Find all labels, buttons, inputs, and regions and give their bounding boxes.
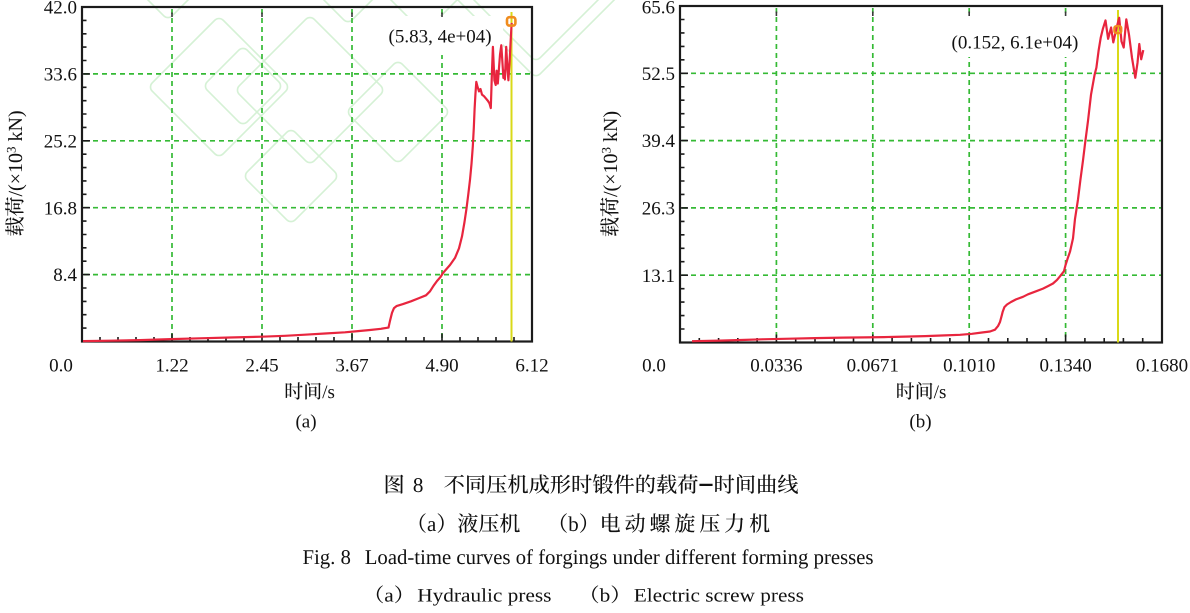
svg-text:0.0671: 0.0671 (847, 356, 899, 377)
svg-text:16.8: 16.8 (44, 198, 77, 219)
svg-text:1.22: 1.22 (155, 356, 188, 377)
svg-text:65.6: 65.6 (642, 0, 675, 19)
svg-text:(0.152, 6.1e+04): (0.152, 6.1e+04) (952, 33, 1079, 54)
svg-text:52.5: 52.5 (642, 64, 675, 85)
svg-text:13.1: 13.1 (642, 266, 675, 287)
svg-text:42.0: 42.0 (44, 0, 77, 19)
svg-text:2.45: 2.45 (245, 356, 278, 377)
svg-text:25.2: 25.2 (44, 131, 77, 152)
svg-text:0.0: 0.0 (642, 356, 666, 377)
svg-text:6.12: 6.12 (515, 356, 548, 377)
svg-text:0.0336: 0.0336 (750, 356, 802, 377)
svg-text:(a): (a) (295, 412, 316, 433)
svg-text:(5.83, 4e+04): (5.83, 4e+04) (389, 27, 492, 48)
svg-text:0.0: 0.0 (49, 356, 73, 377)
svg-text:39.4: 39.4 (642, 131, 676, 152)
svg-text:(b): (b) (909, 412, 931, 433)
svg-text:0.1010: 0.1010 (943, 356, 995, 377)
svg-text:26.3: 26.3 (642, 199, 675, 220)
svg-text:33.6: 33.6 (44, 65, 77, 86)
svg-text:8.4: 8.4 (53, 265, 77, 286)
svg-text:0.1680: 0.1680 (1136, 356, 1188, 377)
svg-text:0.1340: 0.1340 (1039, 356, 1091, 377)
svg-text:3.67: 3.67 (335, 356, 368, 377)
svg-text:4.90: 4.90 (425, 356, 458, 377)
